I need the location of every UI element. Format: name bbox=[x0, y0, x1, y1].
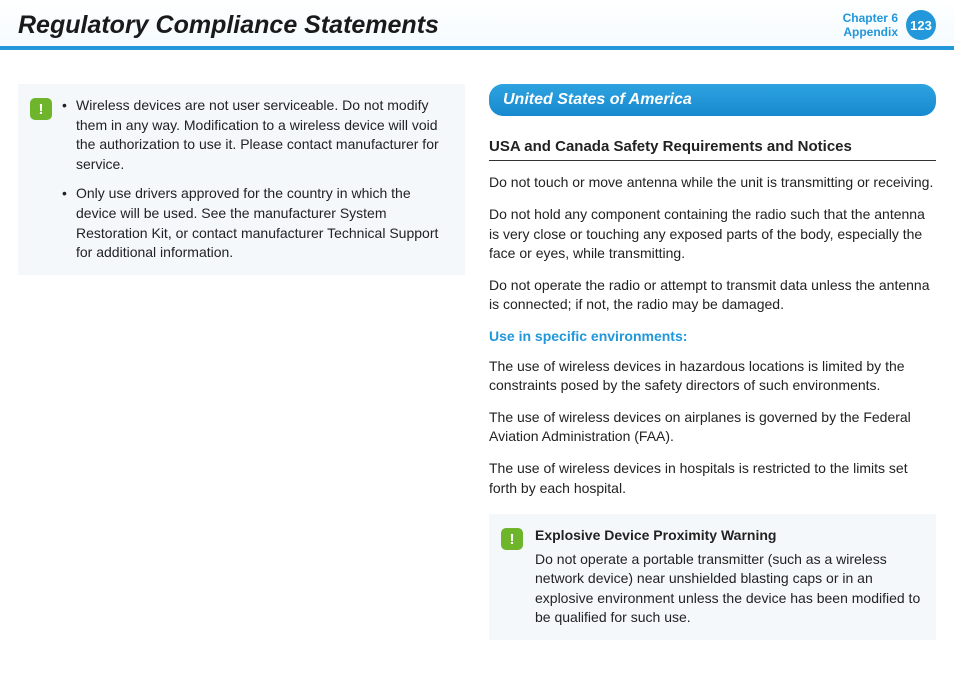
blue-sub-heading: Use in specific environments: bbox=[489, 327, 936, 347]
sub-heading: USA and Canada Safety Requirements and N… bbox=[489, 136, 936, 161]
warning-body: Do not operate a portable transmitter (s… bbox=[535, 550, 922, 628]
warning-content: Explosive Device Proximity Warning Do no… bbox=[535, 526, 922, 628]
chapter-info: Chapter 6 Appendix bbox=[843, 11, 898, 40]
page-title: Regulatory Compliance Statements bbox=[18, 11, 439, 40]
warning-title: Explosive Device Proximity Warning bbox=[535, 526, 922, 546]
body-paragraph: Do not hold any component containing the… bbox=[489, 205, 936, 264]
body-paragraph: The use of wireless devices in hazardous… bbox=[489, 357, 936, 396]
list-item: Wireless devices are not user serviceabl… bbox=[62, 96, 451, 174]
left-column: ! Wireless devices are not user servicea… bbox=[18, 84, 465, 640]
page-header: Regulatory Compliance Statements Chapter… bbox=[0, 0, 954, 50]
body-paragraph: The use of wireless devices on airplanes… bbox=[489, 408, 936, 447]
notice-box: ! Wireless devices are not user servicea… bbox=[18, 84, 465, 275]
chapter-line1: Chapter 6 bbox=[843, 11, 898, 25]
body-paragraph: The use of wireless devices in hospitals… bbox=[489, 459, 936, 498]
alert-icon: ! bbox=[501, 528, 523, 550]
right-column: United States of America USA and Canada … bbox=[489, 84, 936, 640]
page-number-badge: 123 bbox=[906, 10, 936, 40]
notice-bullet-list: Wireless devices are not user serviceabl… bbox=[62, 96, 451, 263]
content-area: ! Wireless devices are not user servicea… bbox=[0, 50, 954, 658]
section-banner: United States of America bbox=[489, 84, 936, 116]
list-item: Only use drivers approved for the countr… bbox=[62, 184, 451, 262]
body-paragraph: Do not touch or move antenna while the u… bbox=[489, 173, 936, 193]
chapter-line2: Appendix bbox=[843, 25, 898, 39]
warning-box: ! Explosive Device Proximity Warning Do … bbox=[489, 514, 936, 640]
body-paragraph: Do not operate the radio or attempt to t… bbox=[489, 276, 936, 315]
header-right: Chapter 6 Appendix 123 bbox=[843, 10, 936, 40]
alert-icon: ! bbox=[30, 98, 52, 120]
